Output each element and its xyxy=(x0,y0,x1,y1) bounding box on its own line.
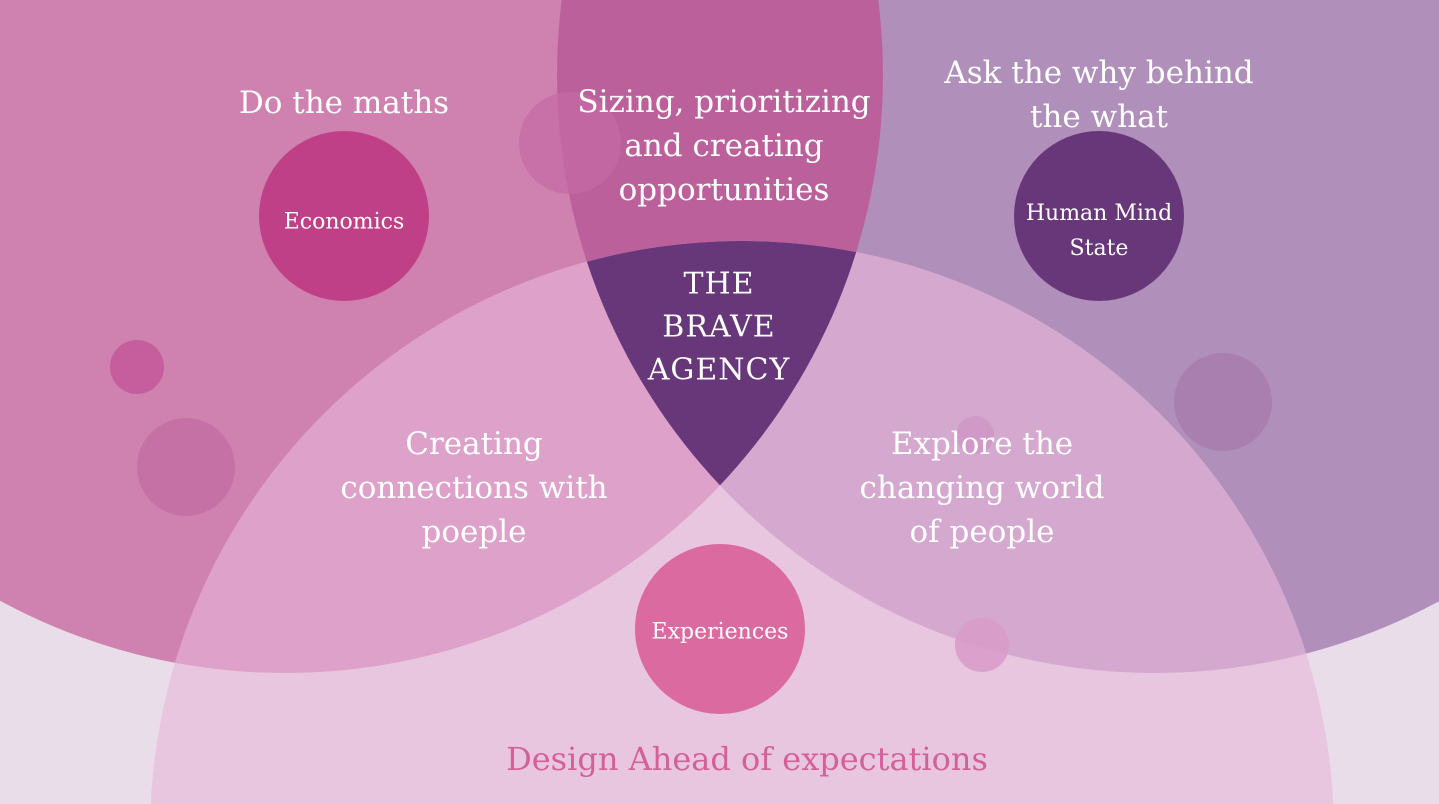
economics-bubble xyxy=(259,131,429,301)
human-mind-bubble xyxy=(1014,131,1184,301)
left-bottom-overlap-label: Creating connections with poeple xyxy=(340,426,608,550)
center-title: THE BRAVE AGENCY xyxy=(647,266,791,388)
decor-dot xyxy=(956,416,994,454)
economics-label: Economics xyxy=(283,209,405,235)
decor-dot xyxy=(955,618,1009,672)
decor-dot xyxy=(519,92,621,194)
experiences-bubble xyxy=(635,544,805,714)
human-mind-label: Human Mind State xyxy=(1025,201,1173,261)
right-heading: Ask the why behind the what xyxy=(944,55,1254,135)
left-heading: Do the maths xyxy=(238,85,450,121)
experiences-label: Experiences xyxy=(651,619,789,645)
decor-dot xyxy=(137,418,235,516)
left-right-overlap-label: Sizing, prioritizing and creating opport… xyxy=(577,84,871,208)
right-bottom-overlap xyxy=(557,241,1334,673)
decor-dot xyxy=(1174,353,1272,451)
bottom-heading: Design Ahead of expectations xyxy=(506,740,988,778)
right-bottom-overlap-label: Explore the changing world of people xyxy=(859,426,1105,550)
left-bottom-overlap xyxy=(150,241,883,673)
decor-dot xyxy=(110,340,164,394)
